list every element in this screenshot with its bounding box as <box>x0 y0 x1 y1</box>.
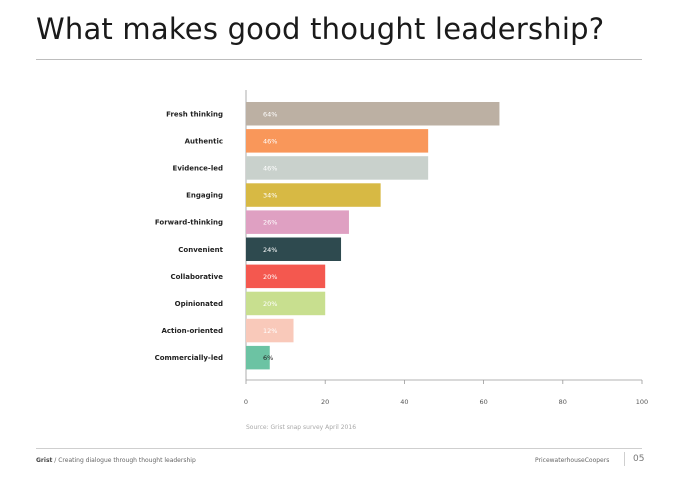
bar-convenient <box>246 237 342 261</box>
category-label-evidence-led: Evidence-led <box>173 164 223 172</box>
category-label-authentic: Authentic <box>185 137 223 145</box>
footer-divider <box>36 448 642 449</box>
page-number-divider <box>624 452 625 466</box>
page-number: 05 <box>633 454 645 464</box>
category-label-fresh-thinking: Fresh thinking <box>166 110 223 118</box>
category-label-action-oriented: Action-oriented <box>161 327 223 335</box>
category-label-commercially-led: Commercially-led <box>155 354 223 362</box>
footer-brand: Grist <box>36 457 53 464</box>
data-label-convenient: 24% <box>263 246 277 254</box>
bar-fresh-thinking <box>246 102 500 126</box>
chart-source: Source: Grist snap survey April 2016 <box>246 424 357 431</box>
footer-company: PricewaterhouseCoopers <box>535 457 610 464</box>
bar-evidence-led <box>246 156 429 180</box>
x-tick-label: 80 <box>559 398 567 406</box>
data-label-action-oriented: 12% <box>263 327 277 335</box>
data-label-collaborative: 20% <box>263 273 277 281</box>
bar-action-oriented <box>246 318 294 343</box>
bar-collaborative <box>246 264 326 289</box>
data-label-evidence-led: 46% <box>263 164 277 172</box>
x-tick-label: 0 <box>244 398 248 406</box>
data-label-commercially-led: 6% <box>263 354 273 362</box>
x-tick-label: 100 <box>636 398 648 406</box>
data-label-engaging: 34% <box>263 192 277 200</box>
category-label-convenient: Convenient <box>178 246 223 254</box>
page-title: What makes good thought leadership? <box>36 12 605 46</box>
footer-tagline: / Creating dialogue through thought lead… <box>52 457 196 464</box>
bar-authentic <box>246 129 429 153</box>
x-tick-label: 20 <box>321 398 329 406</box>
x-tick-label: 60 <box>479 398 487 406</box>
bar-commercially-led <box>246 345 270 370</box>
category-label-engaging: Engaging <box>186 192 223 200</box>
title-divider <box>36 59 642 60</box>
data-label-authentic: 46% <box>263 137 277 145</box>
data-label-fresh-thinking: 64% <box>263 110 277 118</box>
bar-opinionated <box>246 291 326 316</box>
bar-forward-thinking <box>246 210 349 234</box>
category-label-opinionated: Opinionated <box>175 300 223 308</box>
bar-engaging <box>246 183 381 207</box>
data-label-opinionated: 20% <box>263 300 277 308</box>
data-label-forward-thinking: 26% <box>263 219 277 227</box>
category-label-collaborative: Collaborative <box>170 273 223 281</box>
category-label-forward-thinking: Forward-thinking <box>155 219 223 227</box>
footer-left: Grist / Creating dialogue through though… <box>36 457 196 464</box>
x-tick-label: 40 <box>400 398 408 406</box>
